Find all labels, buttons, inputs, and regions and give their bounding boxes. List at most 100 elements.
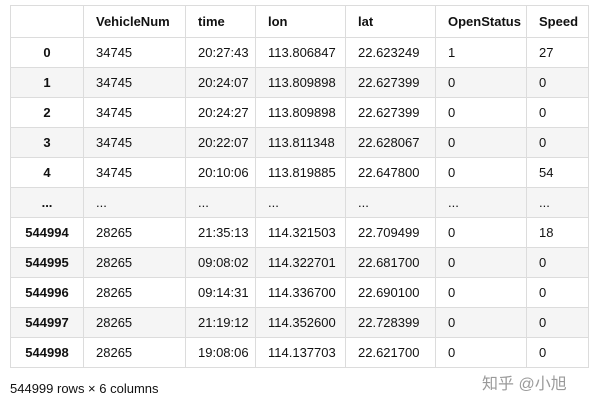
table-cell: 0	[526, 67, 589, 98]
table-row: 0 34745 20:27:43 113.806847 22.623249 1 27	[10, 37, 589, 68]
row-index: 4	[10, 157, 84, 188]
table-cell: 19:08:06	[185, 337, 256, 368]
table-cell: 113.809898	[255, 67, 346, 98]
table-cell: 20:24:27	[185, 97, 256, 128]
table-cell: 0	[526, 247, 589, 278]
table-cell: 0	[435, 97, 527, 128]
table-row: 2 34745 20:24:27 113.809898 22.627399 0 0	[10, 97, 589, 128]
table-header: VehicleNum time lon lat OpenStatus Speed	[10, 5, 589, 38]
table-cell: 0	[435, 307, 527, 338]
table-cell: 0	[526, 127, 589, 158]
table-cell: 113.809898	[255, 97, 346, 128]
table-cell: 114.352600	[255, 307, 346, 338]
table-cell: 20:24:07	[185, 67, 256, 98]
dataframe-table: VehicleNum time lon lat OpenStatus Speed 0 347…	[10, 5, 589, 368]
table-cell: 22.728399	[345, 307, 436, 338]
table-cell: 22.628067	[345, 127, 436, 158]
table-cell: 21:19:12	[185, 307, 256, 338]
table-cell: 113.819885	[255, 157, 346, 188]
table-cell: 113.811348	[255, 127, 346, 158]
table-cell: 18	[526, 217, 589, 248]
table-cell: 1	[435, 37, 527, 68]
table-cell: 20:27:43	[185, 37, 256, 68]
table-row: 544997 28265 21:19:12 114.352600 22.728399 0 0	[10, 307, 589, 338]
index-header	[10, 5, 84, 38]
table-cell: 0	[435, 337, 527, 368]
table-cell: 0	[526, 337, 589, 368]
table-row: .....................	[10, 187, 589, 218]
row-index: 544998	[10, 337, 84, 368]
table-cell: 28265	[83, 337, 186, 368]
column-header: OpenStatus	[435, 5, 527, 38]
row-index: 544996	[10, 277, 84, 308]
table-cell: 54	[526, 157, 589, 188]
watermark: 知乎 @小旭	[482, 376, 567, 393]
table-cell: 0	[526, 97, 589, 128]
table-cell: 114.322701	[255, 247, 346, 278]
table-cell: 20:10:06	[185, 157, 256, 188]
table-cell: 34745	[83, 157, 186, 188]
table-row: 544994 28265 21:35:13 114.321503 22.709499 0 1…	[10, 217, 589, 248]
table-cell: 21:35:13	[185, 217, 256, 248]
table-cell: 34745	[83, 67, 186, 98]
table-row: 4 34745 20:10:06 113.819885 22.647800 0 54	[10, 157, 589, 188]
table-row: 544998 28265 19:08:06 114.137703 22.621700 0 0	[10, 337, 589, 368]
table-cell: 0	[435, 217, 527, 248]
table-cell: 0	[435, 127, 527, 158]
column-header: time	[185, 5, 256, 38]
table-cell: 22.627399	[345, 67, 436, 98]
table-cell: ...	[255, 187, 346, 218]
table-cell: 34745	[83, 97, 186, 128]
row-index: 2	[10, 97, 84, 128]
table-cell: 0	[435, 157, 527, 188]
table-cell: 113.806847	[255, 37, 346, 68]
column-header: VehicleNum	[83, 5, 186, 38]
table-cell: 114.321503	[255, 217, 346, 248]
table-cell: 27	[526, 37, 589, 68]
table-cell: 28265	[83, 277, 186, 308]
column-header: lon	[255, 5, 346, 38]
row-index: 3	[10, 127, 84, 158]
table-cell: 114.137703	[255, 337, 346, 368]
table-cell: ...	[526, 187, 589, 218]
table-cell: 22.681700	[345, 247, 436, 278]
table-cell: 0	[526, 307, 589, 338]
table-body: 0 34745 20:27:43 113.806847 22.623249 1 27 1 347…	[10, 37, 589, 368]
row-index: ...	[10, 187, 84, 218]
table-cell: ...	[345, 187, 436, 218]
table-cell: 114.336700	[255, 277, 346, 308]
table-cell: 22.627399	[345, 97, 436, 128]
table-cell: 22.623249	[345, 37, 436, 68]
header-row: VehicleNum time lon lat OpenStatus Speed	[10, 5, 589, 38]
table-cell: 28265	[83, 247, 186, 278]
table-cell: 20:22:07	[185, 127, 256, 158]
table-row: 3 34745 20:22:07 113.811348 22.628067 0 0	[10, 127, 589, 158]
table-cell: 28265	[83, 307, 186, 338]
table-cell: 09:14:31	[185, 277, 256, 308]
row-index: 544997	[10, 307, 84, 338]
table-cell: 28265	[83, 217, 186, 248]
table-cell: ...	[185, 187, 256, 218]
column-header: Speed	[526, 5, 589, 38]
table-cell: 0	[435, 277, 527, 308]
table-shape: 544999 rows × 6 columns	[10, 381, 159, 396]
table-row: 544996 28265 09:14:31 114.336700 22.690100 0 0	[10, 277, 589, 308]
table-cell: 22.647800	[345, 157, 436, 188]
table-cell: 34745	[83, 127, 186, 158]
table-cell: 0	[435, 247, 527, 278]
table-cell: 22.709499	[345, 217, 436, 248]
table-cell: 0	[435, 67, 527, 98]
row-index: 544995	[10, 247, 84, 278]
table-cell: 09:08:02	[185, 247, 256, 278]
row-index: 1	[10, 67, 84, 98]
column-header: lat	[345, 5, 436, 38]
row-index: 0	[10, 37, 84, 68]
table-cell: 22.621700	[345, 337, 436, 368]
table-cell: 22.690100	[345, 277, 436, 308]
table-row: 1 34745 20:24:07 113.809898 22.627399 0 0	[10, 67, 589, 98]
table-row: 544995 28265 09:08:02 114.322701 22.681700 0 0	[10, 247, 589, 278]
table-cell: 34745	[83, 37, 186, 68]
table-cell: ...	[83, 187, 186, 218]
table-cell: ...	[435, 187, 527, 218]
